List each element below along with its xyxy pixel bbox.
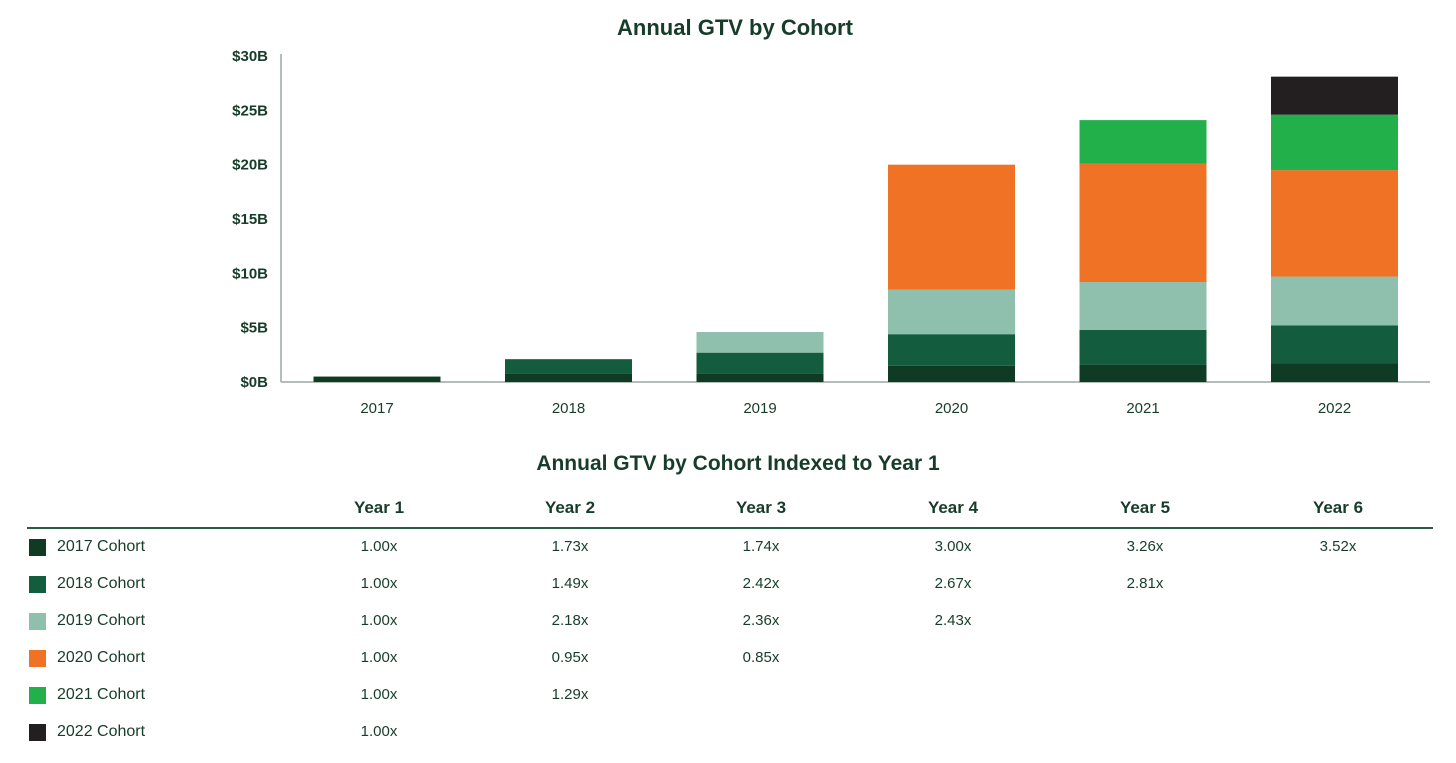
row-label: 2018 Cohort [57,575,146,592]
chart-title: Annual GTV by Cohort [617,15,854,40]
table-cell: 1.00x [360,686,398,703]
table-cell: 2.18x [551,612,589,629]
x-tick-label: 2017 [360,400,393,417]
y-tick-label: $0B [240,374,268,391]
legend-swatch [29,687,46,704]
table-cell: 1.00x [360,538,398,555]
column-header: Year 3 [735,498,787,517]
bar-segment-2022-2021-cohort [1271,114,1398,171]
legend-swatch [29,724,46,741]
table-cell: 1.29x [551,686,589,703]
x-axis-ticks: 2017 2018 2019 2020 2021 2022 [360,400,1351,417]
legend-swatch [29,576,46,593]
table-row: 2022 Cohort 1.00x [27,714,1433,751]
table-row: 2020 Cohort 1.00x 0.95x 0.85x [27,640,1433,677]
y-tick-label: $30B [232,48,268,65]
row-label: 2017 Cohort [57,538,146,555]
table-cell: 2.42x [742,575,780,592]
legend-swatch [29,539,46,556]
table-cell: 2.43x [934,612,972,629]
table-cell: 2.36x [742,612,780,629]
bar-segment-2021-2017-cohort [1079,364,1207,382]
table-row: 2019 Cohort 1.00x 2.18x 2.36x 2.43x [27,603,1433,640]
table-body: 2017 Cohort 1.00x 1.73x 1.74x 3.00x 3.26x 3.52… [27,529,1433,751]
bar-segment-2021-2019-cohort [1079,282,1207,330]
column-header: Year 6 [1312,498,1364,517]
bar-segment-2020-2018-cohort [888,334,1015,366]
bar-segment-2022-2020-cohort [1271,170,1398,277]
table-title: Annual GTV by Cohort Indexed to Year 1 [536,452,940,475]
y-tick-label: $5B [240,320,268,337]
bar-segment-2017-2017-cohort [313,376,441,382]
bar-segment-2019-2017-cohort [696,373,824,382]
y-axis-ticks: $0B $5B $10B $15B $20B $25B $30B [232,48,268,391]
table-cell: 1.00x [360,612,398,629]
stacked-bar-chart: Annual GTV by Cohort $0B$5B$10B$15B$20B$… [232,15,1430,417]
row-label: 2022 Cohort [57,723,146,740]
table-cell: 3.26x [1126,538,1164,555]
bar-segment-2021-2020-cohort [1079,163,1207,283]
x-tick-label: 2021 [1126,400,1159,417]
column-header: Year 5 [1119,498,1171,517]
y-tick-label: $10B [232,265,268,282]
table-cell: 3.52x [1319,538,1357,555]
row-label: 2021 Cohort [57,686,146,703]
bar-segment-2021-2018-cohort [1079,329,1207,365]
y-tick-label: $20B [232,157,268,174]
bar-segment-2018-2017-cohort [505,373,632,382]
column-header: Year 1 [353,498,405,517]
bar-segment-2020-2020-cohort [888,164,1015,290]
x-tick-label: 2018 [552,400,585,417]
table-cell: 1.74x [742,538,780,555]
x-tick-label: 2019 [743,400,776,417]
bar-segment-2022-2017-cohort [1271,363,1398,382]
table-cell: 1.49x [551,575,589,592]
x-tick-label: 2020 [935,400,968,417]
table-row: 2017 Cohort 1.00x 1.73x 1.74x 3.00x 3.26x 3.52… [27,529,1433,566]
table-row: 2021 Cohort 1.00x 1.29x [27,677,1433,714]
table-cell: 2.67x [934,575,972,592]
bars [313,76,1398,382]
y-tick-label: $25B [232,102,268,119]
y-tick-label: $15B [232,211,268,228]
bar-segment-2021-2021-cohort [1079,120,1207,164]
column-header: Year 2 [544,498,596,517]
index-table: Year 1 Year 2 Year 3 Year 4 Year 5 Year 6 201… [27,493,1433,751]
bar-segment-2020-2019-cohort [888,289,1015,335]
bar-segment-2018-2018-cohort [505,359,632,374]
bar-segment-2022-2022-cohort [1271,76,1398,115]
table-row: 2018 Cohort 1.00x 1.49x 2.42x 2.67x 2.81x [27,566,1433,603]
bar-segment-2020-2017-cohort [888,365,1015,382]
table-cell: 2.81x [1126,575,1164,592]
table-cell: 0.95x [551,649,589,666]
x-tick-label: 2022 [1318,400,1351,417]
table-cell: 3.00x [934,538,972,555]
bar-segment-2019-2018-cohort [696,352,824,374]
table-cell: 1.73x [551,538,589,555]
row-label: 2020 Cohort [57,649,146,666]
bar-segment-2022-2018-cohort [1271,325,1398,364]
table-cell: 1.00x [360,723,398,740]
row-label: 2019 Cohort [57,612,146,629]
legend-swatch [29,613,46,630]
bar-segment-2022-2019-cohort [1271,276,1398,326]
table-cell: 1.00x [360,649,398,666]
bar-segment-2019-2019-cohort [696,332,824,353]
table-cell: 0.85x [742,649,780,666]
table-header-row: Year 1 Year 2 Year 3 Year 4 Year 5 Year 6 [27,493,1433,529]
column-header: Year 4 [927,498,979,517]
table-cell: 1.00x [360,575,398,592]
legend-swatch [29,650,46,667]
